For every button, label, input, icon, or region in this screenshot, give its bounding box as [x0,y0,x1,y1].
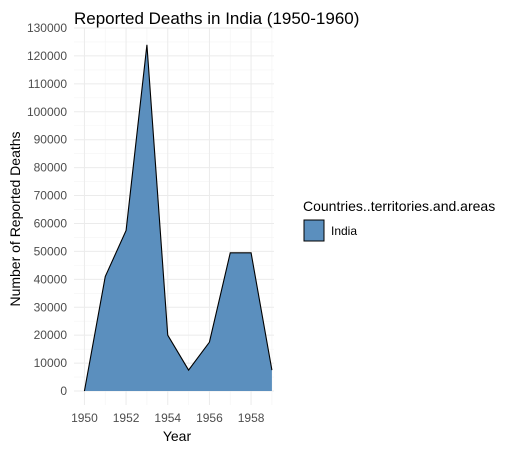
chart-title: Reported Deaths in India (1950-1960) [74,9,359,28]
y-tick-label: 120000 [27,49,67,63]
y-tick-label: 60000 [34,216,68,230]
x-tick-label: 1954 [154,411,181,425]
y-tick-label: 90000 [34,133,68,147]
x-tick-label: 1956 [196,411,223,425]
y-tick-label: 80000 [34,161,68,175]
x-axis-title: Year [163,428,192,444]
y-tick-label: 70000 [34,189,68,203]
y-tick-label: 100000 [27,105,67,119]
x-tick-label: 1958 [238,411,265,425]
y-tick-label: 10000 [34,356,68,370]
x-tick-label: 1950 [71,411,98,425]
area-outline [83,44,273,392]
legend-label-india: India [331,224,357,238]
y-tick-label: 20000 [34,328,68,342]
y-axis-title: Number of Reported Deaths [7,131,23,306]
y-tick-label: 30000 [34,300,68,314]
y-tick-label: 0 [60,384,67,398]
legend-title: Countries..territories.and.areas [303,198,495,214]
x-axis-ticks: 1950 1952 1954 1956 1958 [71,411,265,425]
y-tick-label: 40000 [34,272,68,286]
area-fill [84,44,272,392]
legend: Countries..territories.and.areas India [303,198,495,242]
y-tick-label: 50000 [34,244,68,258]
y-tick-label: 130000 [27,21,67,35]
x-tick-label: 1952 [113,411,140,425]
legend-key-india [303,219,325,242]
y-tick-label: 110000 [28,77,67,91]
series-area [83,44,273,392]
y-axis-ticks: 0 10000 20000 30000 40000 50000 60000 70000 8000… [27,21,67,398]
